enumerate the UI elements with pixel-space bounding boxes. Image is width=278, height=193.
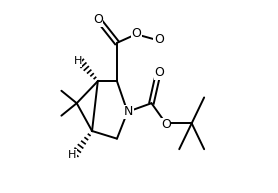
Text: N: N xyxy=(124,105,133,118)
Text: H: H xyxy=(68,150,76,160)
Text: O: O xyxy=(131,27,142,40)
Text: O: O xyxy=(161,118,171,131)
Text: H: H xyxy=(73,56,82,66)
Text: O: O xyxy=(93,13,103,26)
Text: O: O xyxy=(154,66,164,79)
Text: O: O xyxy=(154,32,164,46)
